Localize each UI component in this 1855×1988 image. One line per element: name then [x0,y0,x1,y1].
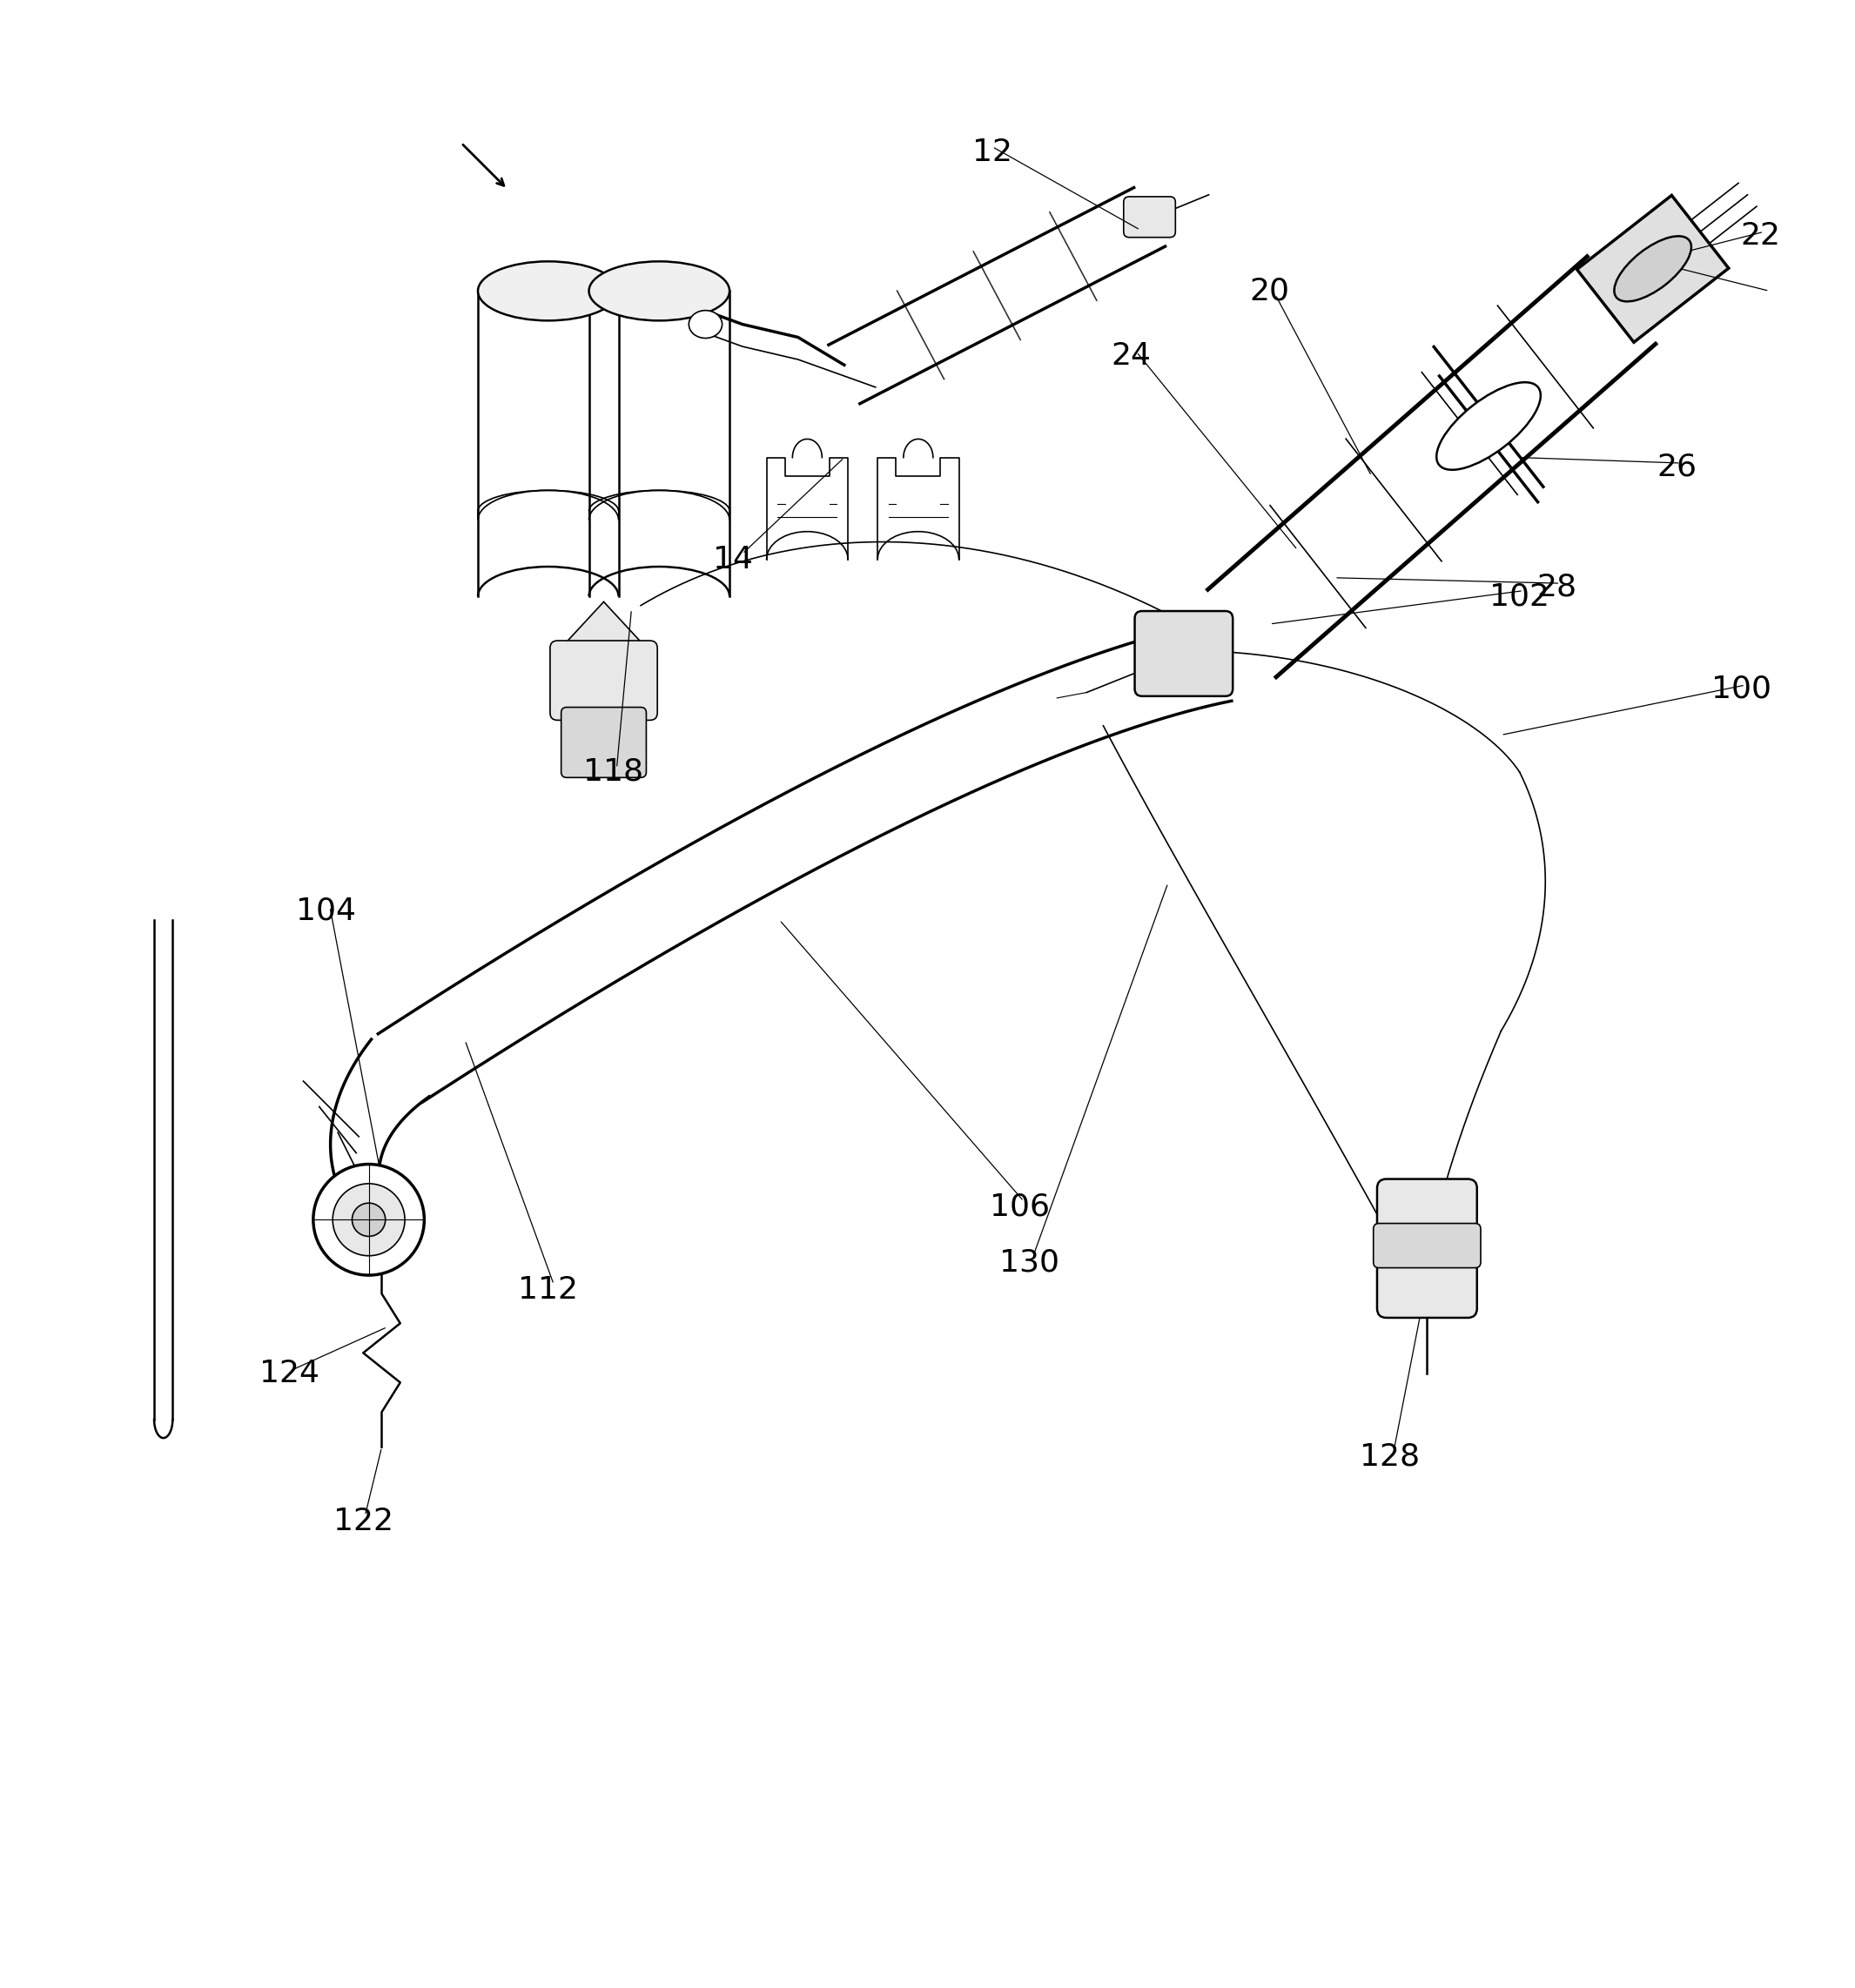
Ellipse shape [1436,382,1542,469]
Ellipse shape [588,260,729,320]
Ellipse shape [1614,237,1692,302]
FancyBboxPatch shape [1373,1223,1480,1268]
Text: 130: 130 [1000,1246,1059,1276]
Text: 20: 20 [1250,276,1289,306]
Ellipse shape [479,260,618,320]
Polygon shape [558,602,649,652]
Ellipse shape [688,310,722,338]
Text: 102: 102 [1490,580,1549,610]
Text: 112: 112 [518,1274,579,1304]
Ellipse shape [332,1183,404,1256]
Text: 128: 128 [1360,1441,1421,1471]
Text: 118: 118 [582,757,644,787]
Text: 104: 104 [297,897,356,926]
Text: 122: 122 [334,1507,393,1537]
Text: 12: 12 [972,137,1013,167]
FancyBboxPatch shape [551,640,657,720]
Text: 124: 124 [260,1358,319,1388]
Text: 100: 100 [1712,674,1772,704]
Polygon shape [1577,195,1729,342]
Text: 22: 22 [1740,221,1781,250]
FancyBboxPatch shape [1135,610,1234,696]
Text: 14: 14 [712,545,753,575]
FancyBboxPatch shape [1124,197,1176,237]
Text: 106: 106 [991,1193,1050,1221]
Ellipse shape [313,1165,425,1274]
Text: 26: 26 [1657,451,1697,481]
Ellipse shape [352,1203,386,1237]
Text: 24: 24 [1111,342,1152,370]
Text: 28: 28 [1536,573,1577,602]
FancyBboxPatch shape [562,708,646,777]
FancyBboxPatch shape [1376,1179,1477,1318]
